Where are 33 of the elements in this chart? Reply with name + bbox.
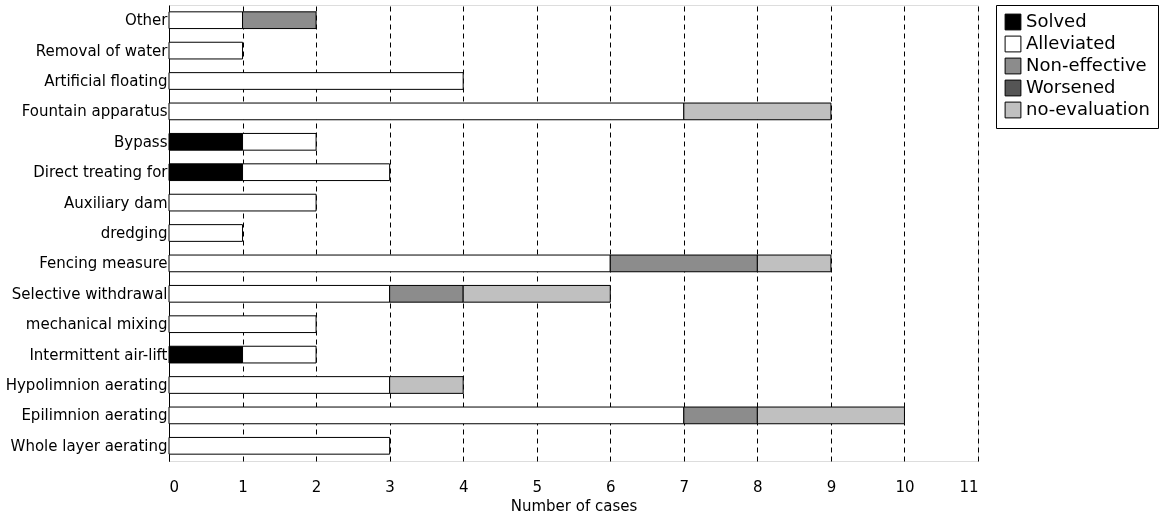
y-tick-label: mechanical mixing	[25, 315, 168, 334]
y-tick-label: dredging	[100, 224, 168, 242]
x-tick-label: 3	[385, 477, 395, 496]
x-tick-label: 9	[826, 477, 837, 496]
x-tick-label: 0	[169, 477, 180, 496]
x-tick-label: 6	[606, 477, 616, 496]
x-tick-label: 7	[679, 477, 690, 496]
x-tick-label: 10	[895, 477, 915, 496]
legend-label: Non-effective	[1026, 54, 1147, 75]
y-tick-label: Auxiliary dam	[64, 193, 168, 212]
legend-label: Alleviated	[1026, 32, 1116, 53]
y-tick-label: Removal of water	[35, 41, 169, 60]
y-tick-label: Direct treating for	[33, 163, 169, 182]
legend-label: Solved	[1026, 10, 1087, 31]
x-tick-label: 5	[532, 477, 542, 496]
y-tick-label: Hypolimnion aerating	[5, 376, 168, 394]
y-tick-label: Fencing measure	[39, 254, 168, 273]
y-tick-label: Fountain apparatus	[21, 102, 168, 121]
y-tick-label: Selective withdrawal	[11, 284, 168, 303]
legend-label: Worsened	[1026, 76, 1116, 97]
y-tick-label: Intermittent air-lift	[29, 345, 168, 364]
y-tick-label: Whole layer aerating	[10, 436, 168, 455]
legend-label: no-evaluation	[1026, 98, 1150, 119]
x-axis-title: Number of cases	[510, 496, 638, 515]
x-tick-label: 8	[753, 477, 763, 496]
x-tick-label: 11	[959, 477, 979, 496]
y-tick-label: Bypass	[113, 132, 168, 151]
y-tick-label: Artificial floating	[44, 72, 168, 90]
x-tick-label: 4	[458, 477, 469, 496]
x-tick-label: 1	[238, 477, 248, 496]
x-tick-label: 2	[311, 477, 322, 496]
y-tick-label: Epilimnion aerating	[21, 406, 168, 425]
y-tick-label: Other	[124, 11, 169, 30]
